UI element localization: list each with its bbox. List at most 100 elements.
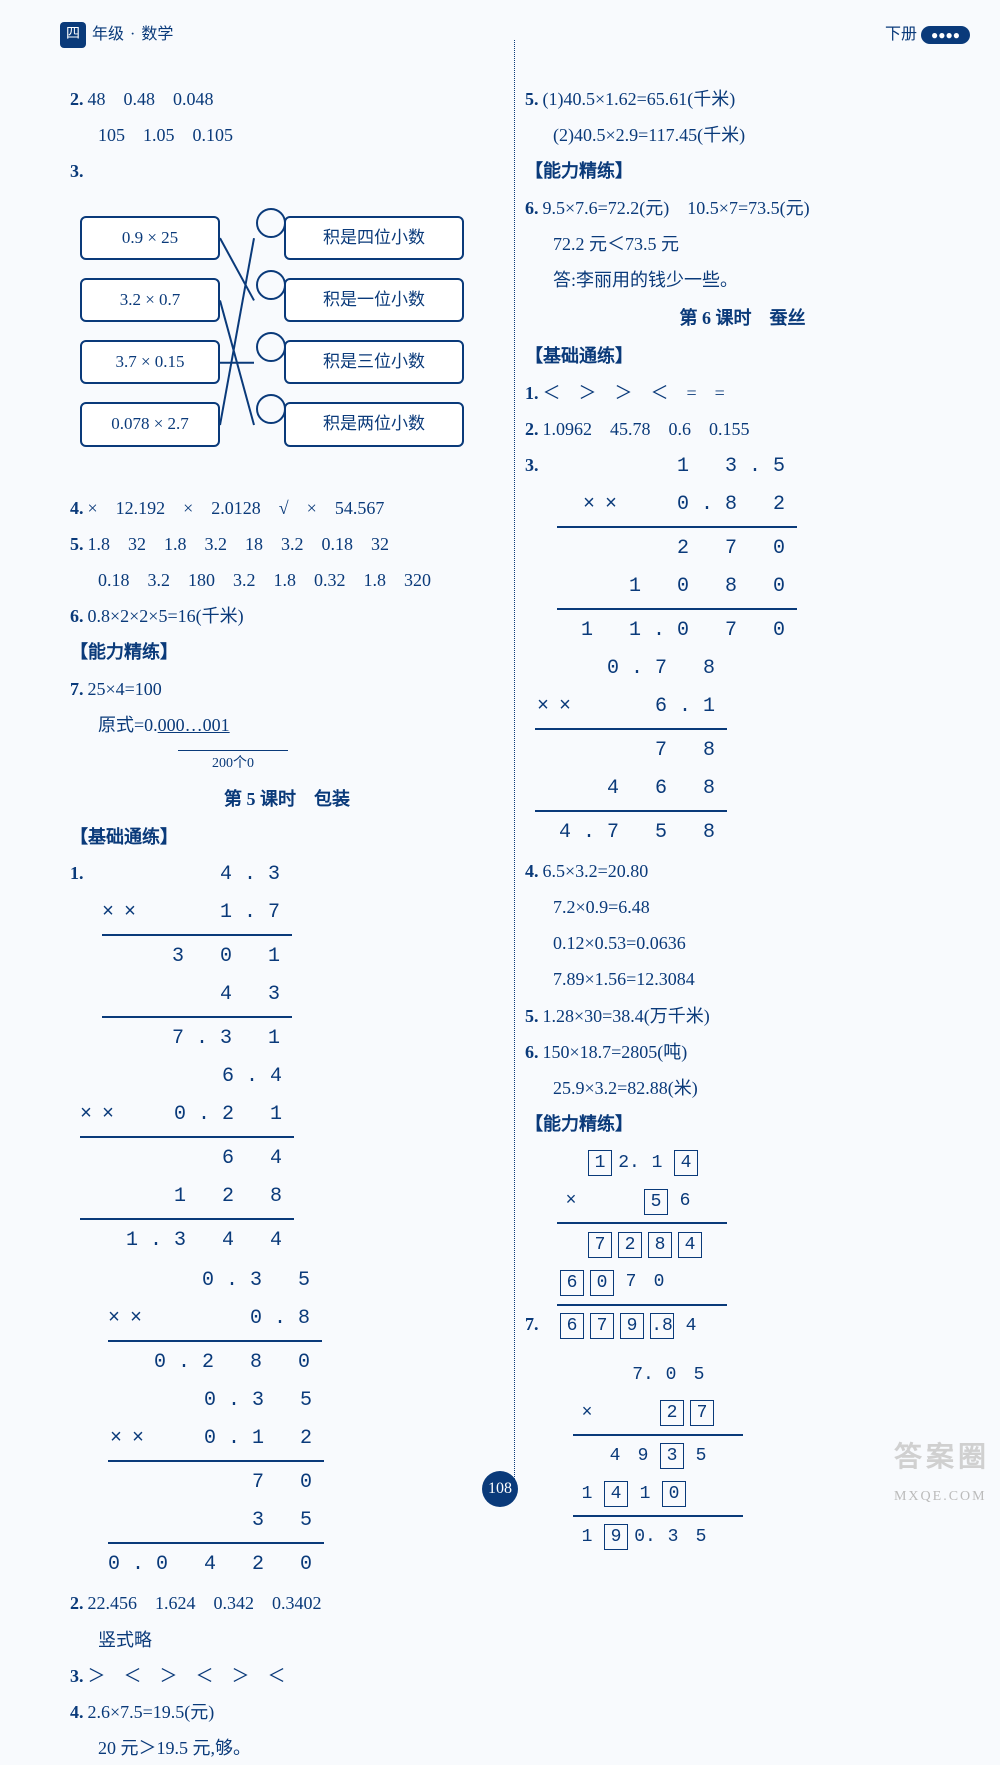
grade-label: 年级 <box>92 20 124 50</box>
q-text: 2.6×7.5=19.5(元) <box>88 1702 215 1722</box>
digit-box: 6 <box>560 1313 584 1339</box>
digit: 0 <box>660 1358 682 1392</box>
q-num: 7. <box>70 679 84 699</box>
digit-box: 3 <box>660 1443 684 1469</box>
lesson-title: 第 5 课时 包装 <box>70 782 504 816</box>
q-num: 1. <box>525 383 539 403</box>
q-num: 2. <box>70 1593 84 1613</box>
match-right-node: 积是两位小数 <box>284 402 464 446</box>
match-right-node: 积是四位小数 <box>284 216 464 260</box>
digit-box: 7 <box>690 1400 714 1426</box>
digit-box: .8 <box>650 1313 674 1339</box>
q-num: 1. <box>70 863 84 883</box>
digit: 7. <box>632 1358 654 1392</box>
q-text: 7.2×0.9=6.48 <box>553 897 650 917</box>
q-text: 9.5×7.6=72.2(元) 10.5×7=73.5(元) <box>543 198 810 218</box>
digit: × <box>560 1184 582 1218</box>
q-text: 25×4=100 <box>88 679 162 699</box>
q-text: 1.28×30=38.4(万千米) <box>543 1006 710 1026</box>
digit-box: 7 <box>590 1313 614 1339</box>
digit: 2. <box>618 1146 640 1180</box>
digit: 1 <box>646 1146 668 1180</box>
digit <box>560 1227 582 1261</box>
digit <box>588 1184 610 1218</box>
digit-box: 5 <box>644 1189 668 1215</box>
match-right-node: 积是三位小数 <box>284 340 464 384</box>
digit: 5 <box>690 1439 712 1473</box>
q-text: 0.18 3.2 180 3.2 1.8 0.32 1.8 320 <box>98 570 431 590</box>
digit-box: 8 <box>648 1232 672 1258</box>
left-column: 2.48 0.48 0.048 105 1.05 0.105 3. 0.9 × … <box>60 40 515 1487</box>
digit <box>676 1265 698 1299</box>
match-left-node: 3.2 × 0.7 <box>80 278 220 322</box>
digit: 5 <box>688 1358 710 1392</box>
subject: 数学 <box>141 20 173 50</box>
digit-box: 6 <box>560 1270 584 1296</box>
q-text: 25.9×3.2=82.88(米) <box>553 1078 698 1098</box>
q-text: ＞ ＜ ＞ ＜ ＞ ＜ <box>88 1666 286 1686</box>
q-num: 3. <box>70 161 84 181</box>
grade-badge: 四 <box>60 22 86 49</box>
q-text: 7.89×1.56=12.3084 <box>553 969 695 989</box>
q-text: 答:李丽用的钱少一些。 <box>553 270 738 290</box>
q-num: 5. <box>525 1006 539 1026</box>
digit: 0. <box>634 1520 656 1554</box>
q-text: 1.0962 45.78 0.6 0.155 <box>543 419 750 439</box>
q-num: 6. <box>70 606 84 626</box>
digit-box: 1 <box>588 1150 612 1176</box>
digit-box: 7 <box>588 1232 612 1258</box>
digit: 9 <box>632 1439 654 1473</box>
q-text: 000…001 <box>158 715 230 735</box>
q-text: 竖式略 <box>98 1630 152 1650</box>
vertical-mul-b: 6.4 ×× 0.2 1 6 4 1 2 8 1.3 4 4 <box>80 1058 294 1260</box>
digit: 5 <box>690 1520 712 1554</box>
vol-tag: ●●●● <box>921 26 970 44</box>
digit: 7 <box>620 1265 642 1299</box>
section-title: 【基础通练】 <box>70 820 504 854</box>
q-text: 0.8×2×2×5=16(千米) <box>88 606 244 626</box>
digit <box>604 1396 626 1430</box>
right-column: 5.(1)40.5×1.62=65.61(千米) (2)40.5×2.9=117… <box>515 40 970 1487</box>
vertical-mul-3b: 0.7 8 ×× 6.1 7 8 4 6 8 4.7 5 8 <box>535 650 727 852</box>
digit: × <box>576 1396 598 1430</box>
q-num: 3. <box>525 455 539 475</box>
digit-box: 9 <box>604 1524 628 1550</box>
q-text: 原式=0. <box>98 715 158 735</box>
watermark: 答案圈 MXQE.COM <box>894 1431 990 1511</box>
digit-box: 2 <box>618 1232 642 1258</box>
q-num: 6. <box>525 198 539 218</box>
digit: 1 <box>634 1477 656 1511</box>
section-title: 【基础通练】 <box>525 339 960 373</box>
match-left-node: 0.078 × 2.7 <box>80 402 220 446</box>
digit-box: 4 <box>674 1150 698 1176</box>
digit <box>692 1477 714 1511</box>
match-left-col: 0.9 × 253.2 × 0.73.7 × 0.150.078 × 2.7 <box>80 198 220 465</box>
vertical-mul-d: 0.3 5 ×× 0.1 2 7 0 3 5 0.0 4 2 0 <box>108 1382 324 1584</box>
dot: · <box>130 20 135 50</box>
q-num: 5. <box>525 89 539 109</box>
q-text: 0.12×0.53=0.0636 <box>553 933 686 953</box>
section-title: 【能力精练】 <box>70 635 504 669</box>
q-text: (2)40.5×2.9=117.45(千米) <box>553 125 745 145</box>
q-text: 20 元＞19.5 元,够。 <box>98 1738 251 1758</box>
matching-diagram: 0.9 × 253.2 × 0.73.7 × 0.150.078 × 2.7 积… <box>70 193 504 483</box>
boxed-mul-2: 7.05 × 27 4935 1410 190.35 <box>573 1355 743 1558</box>
q-text: 1.8 32 1.8 3.2 18 3.2 0.18 32 <box>88 534 390 554</box>
q-text: 150×18.7=2805(吨) <box>543 1042 688 1062</box>
digit <box>616 1184 638 1218</box>
digit: 4 <box>680 1309 702 1343</box>
digit-box: 0 <box>590 1270 614 1296</box>
digit <box>576 1358 598 1392</box>
q-num: 2. <box>525 419 539 439</box>
digit-box: 0 <box>662 1481 686 1507</box>
page-number: 108 <box>482 1471 518 1507</box>
digit <box>632 1396 654 1430</box>
digit: 1 <box>576 1477 598 1511</box>
digit <box>604 1358 626 1392</box>
match-left-node: 0.9 × 25 <box>80 216 220 260</box>
underbrace: 200个0 <box>178 750 288 778</box>
digit <box>576 1439 598 1473</box>
q-text: × 12.192 × 2.0128 √ × 54.567 <box>88 498 385 518</box>
q-num: 6. <box>525 1042 539 1062</box>
digit: 4 <box>604 1439 626 1473</box>
